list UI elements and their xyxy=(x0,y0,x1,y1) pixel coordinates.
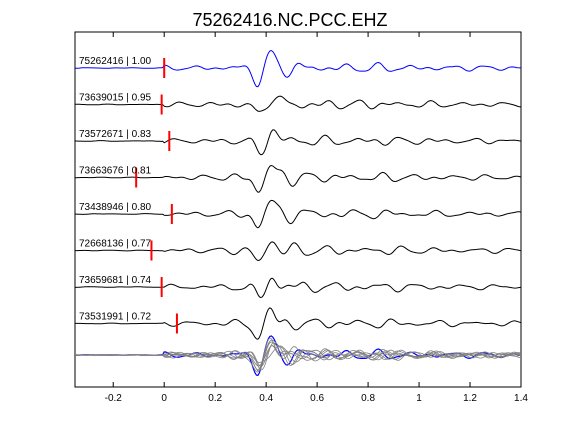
labels-layer: 75262416 | 1.00 73639015 | 0.95 73572671 |… xyxy=(79,56,152,323)
trace-label-73572671: 73572671 | 0.83 xyxy=(79,129,152,140)
trace-line-73659681 xyxy=(75,277,522,299)
trace-label-75262416: 75262416 | 1.00 xyxy=(79,56,152,67)
x-tick-label: 0.4 xyxy=(259,393,273,404)
x-tick-label: 0 xyxy=(161,393,167,404)
stack-layer xyxy=(74,335,522,377)
x-axis: -0.2 0 0.2 0.4 0.6 0.8 1 1.2 1.4 xyxy=(105,32,528,404)
trace-label-73531991: 73531991 | 0.72 xyxy=(79,312,152,323)
picks-layer xyxy=(135,58,178,334)
plot-axes xyxy=(74,31,522,388)
stack-trace-73531991 xyxy=(75,337,522,373)
trace-label-73438946: 73438946 | 0.80 xyxy=(79,202,152,213)
trace-label-73639015: 73639015 | 0.95 xyxy=(79,93,152,104)
trace-line-73572671 xyxy=(75,129,522,156)
x-tick-label: 0.2 xyxy=(208,393,222,404)
trace-line-75262416 xyxy=(74,49,522,88)
trace-line-73639015 xyxy=(75,95,522,112)
trace-line-73663676 xyxy=(75,164,522,193)
x-tick-label: 0.8 xyxy=(361,393,375,404)
chart-title: 75262416.NC.PCC.EHZ xyxy=(192,10,387,30)
trace-line-72668136 xyxy=(75,241,522,262)
x-tick-label: 0.6 xyxy=(310,393,324,404)
trace-label-73659681: 73659681 | 0.74 xyxy=(79,275,152,286)
trace-line-73438946 xyxy=(74,199,522,229)
x-tick-label: 1.2 xyxy=(463,393,477,404)
x-tick-label: -0.2 xyxy=(105,393,123,404)
traces-layer xyxy=(74,49,522,340)
x-tick-label: 1 xyxy=(416,393,422,404)
trace-label-73663676: 73663676 | 0.81 xyxy=(79,166,152,177)
x-tick-label: 1.4 xyxy=(514,393,528,404)
trace-label-72668136: 72668136 | 0.77 xyxy=(79,239,152,250)
trace-line-73531991 xyxy=(75,307,522,340)
